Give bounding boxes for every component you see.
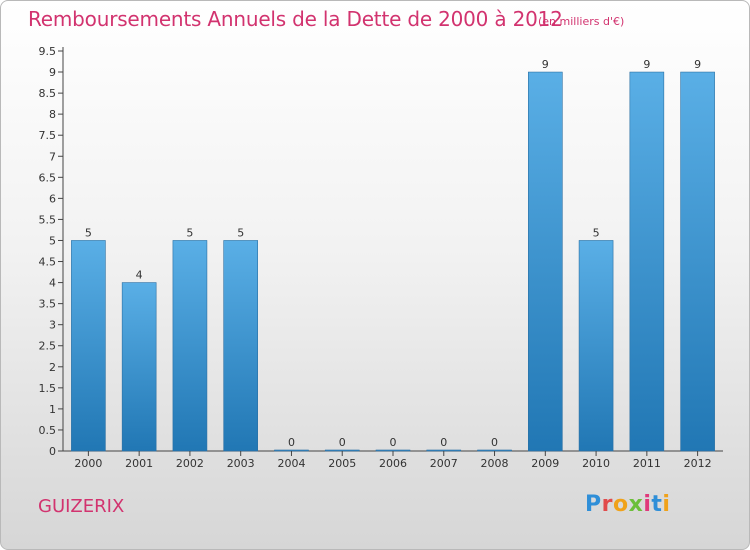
y-tick-label: 5 xyxy=(49,234,56,247)
bar-2006 xyxy=(375,449,411,452)
bar-2005 xyxy=(324,449,360,452)
logo-letter: i xyxy=(662,492,671,517)
y-tick-label: 8 xyxy=(49,108,56,121)
data-label-2012: 9 xyxy=(694,58,701,71)
data-label-2006: 0 xyxy=(390,436,397,449)
proxiti-logo: Proxiti xyxy=(585,492,670,517)
data-label-2011: 9 xyxy=(643,58,650,71)
x-tick-label-2000: 2000 xyxy=(74,457,102,470)
data-label-2004: 0 xyxy=(288,436,295,449)
y-tick-label: 8.5 xyxy=(39,87,57,100)
data-label-2003: 5 xyxy=(237,226,244,239)
x-tick-label-2011: 2011 xyxy=(633,457,661,470)
x-tick-label-2008: 2008 xyxy=(481,457,509,470)
logo-letter: o xyxy=(612,492,629,517)
y-tick-label: 5.5 xyxy=(39,213,57,226)
logo-letter: x xyxy=(628,492,644,517)
data-label-2001: 4 xyxy=(136,269,143,282)
x-tick-label-2007: 2007 xyxy=(430,457,458,470)
y-tick-label: 4 xyxy=(49,277,56,290)
data-label-2009: 9 xyxy=(542,58,549,71)
bar-2001 xyxy=(121,282,157,452)
y-tick-label: 6.5 xyxy=(39,171,57,184)
y-tick-label: 7.5 xyxy=(39,129,57,142)
y-tick-label: 2 xyxy=(49,361,56,374)
data-label-2007: 0 xyxy=(440,436,447,449)
chart-title: Remboursements Annuels de la Dette de 20… xyxy=(28,7,563,31)
x-tick-label-2001: 2001 xyxy=(125,457,153,470)
x-tick-label-2006: 2006 xyxy=(379,457,407,470)
logo-letter: P xyxy=(585,492,602,517)
y-tick-label: 2.5 xyxy=(39,340,57,353)
data-label-2000: 5 xyxy=(85,226,92,239)
y-tick-label: 3 xyxy=(49,319,56,332)
y-tick-label: 0 xyxy=(49,445,56,458)
data-label-2010: 5 xyxy=(593,226,600,239)
logo-letter: r xyxy=(601,492,613,517)
bar-2004 xyxy=(274,449,309,452)
logo-letter: i xyxy=(643,492,652,517)
data-label-2008: 0 xyxy=(491,436,498,449)
chart-unit-label: (en milliers d'€) xyxy=(538,15,625,28)
bar-2009 xyxy=(528,71,563,452)
commune-name: GUIZERIX xyxy=(38,496,125,517)
y-tick-label: 7 xyxy=(49,150,56,163)
x-tick-label-2003: 2003 xyxy=(227,457,255,470)
y-tick-label: 0.5 xyxy=(39,424,57,437)
y-tick-label: 3.5 xyxy=(39,298,57,311)
bar-2003 xyxy=(223,240,258,452)
data-label-2005: 0 xyxy=(339,436,346,449)
bar-2010 xyxy=(578,240,614,452)
data-label-2002: 5 xyxy=(186,226,193,239)
y-tick-label: 6 xyxy=(49,192,56,205)
bar-2011 xyxy=(629,71,665,452)
x-tick-label-2009: 2009 xyxy=(531,457,559,470)
bar-2008 xyxy=(477,449,512,452)
bar-2012 xyxy=(680,71,715,452)
logo-letter: t xyxy=(651,492,663,517)
bar-2007 xyxy=(426,449,462,452)
x-tick-label-2010: 2010 xyxy=(582,457,610,470)
y-tick-label: 1.5 xyxy=(39,382,57,395)
x-tick-label-2002: 2002 xyxy=(176,457,204,470)
x-tick-label-2012: 2012 xyxy=(684,457,712,470)
x-tick-label-2005: 2005 xyxy=(328,457,356,470)
y-tick-label: 4.5 xyxy=(39,256,57,269)
x-tick-label-2004: 2004 xyxy=(277,457,305,470)
y-tick-label: 9.5 xyxy=(39,45,57,58)
y-tick-label: 9 xyxy=(49,66,56,79)
bar-2000 xyxy=(71,240,106,452)
bar-2002 xyxy=(172,240,208,452)
y-tick-label: 1 xyxy=(49,403,56,416)
